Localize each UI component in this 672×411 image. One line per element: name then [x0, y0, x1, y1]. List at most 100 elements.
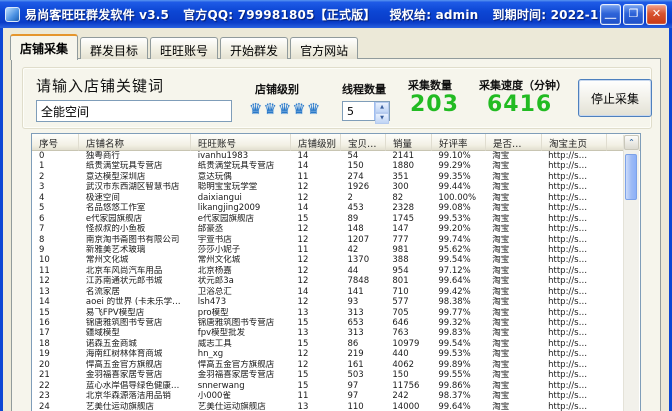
table-row[interactable]: 0 独粤商行 ivanhu1983 14 54 2141 99.10% 淘宝 http://s… — [32, 151, 623, 161]
table-row[interactable]: 3 武汉市东西湖区智慧书店 聪明宝宝玩学堂 12 1926 300 99.44% 淘宝 http… — [32, 182, 623, 192]
tab-page-shop-collect: 请输入店铺关键词 店铺级别 ♛♛♛♛♛ 线程数量 5 ▲ ▼ 采集数量 203 … — [11, 58, 661, 411]
table-cell: 98.38% — [438, 297, 471, 308]
table-row[interactable]: 20 悍高五金官方旗舰店 悍高五金官方旗舰店 12 161 4062 99.89% 淘宝 htt… — [32, 360, 623, 370]
tab-start-sending[interactable]: 开始群发 — [220, 37, 289, 59]
table-cell: http://s… — [548, 286, 588, 297]
table-cell: 54 — [347, 151, 359, 161]
stop-collect-button[interactable]: 停止采集 — [578, 79, 652, 117]
column-header[interactable]: 序号 — [32, 134, 79, 151]
column-header[interactable]: 好评率 — [432, 134, 486, 151]
table-row[interactable]: 13 名流家居 卫浴总汇 14 141 710 99.42% 淘宝 http://s… — [32, 287, 623, 297]
table-cell: 95.62% — [438, 244, 471, 255]
table-cell: 淘宝 — [492, 401, 510, 411]
tab-official-site[interactable]: 官方网站 — [290, 37, 359, 59]
table-cell: 意达玩偶 — [197, 171, 232, 182]
table-cell: 3 — [39, 182, 45, 193]
scroll-track[interactable] — [624, 150, 639, 411]
shop-level-label: 店铺级别 — [255, 83, 299, 96]
scroll-thumb[interactable] — [625, 154, 637, 200]
table-cell: 44 — [347, 265, 359, 276]
scroll-up-icon[interactable]: ⌃ — [624, 135, 639, 150]
table-cell: 淘宝 — [492, 213, 510, 224]
table-row[interactable]: 1 纸贵满堂玩具专营店 纸贵满堂玩具专营店 14 150 1880 99.29% 淘宝 http… — [32, 161, 623, 171]
tab-send-targets[interactable]: 群发目标 — [80, 37, 149, 59]
maximize-button[interactable]: ❐ — [623, 3, 644, 25]
table-row[interactable]: 14 aoei 的世界 (卡未乐学… lsh473 12 93 577 98.38% 淘宝 ht… — [32, 297, 623, 307]
thread-count-value: 5 — [347, 105, 354, 118]
table-row[interactable]: 17 疆域模型 fpv模型批发 13 313 763 99.83% 淘宝 http://s… — [32, 328, 623, 338]
table-row[interactable]: 10 常州文化城 常州文化城 12 1370 388 99.54% 淘宝 http://s… — [32, 255, 623, 265]
table-cell: 淘宝 — [492, 328, 510, 339]
keyword-input[interactable] — [36, 100, 232, 122]
table-cell: 646 — [392, 318, 409, 328]
table-row[interactable]: 19 海南红树林体育商城 hn_xg 12 219 440 99.53% 淘宝 http://s… — [32, 349, 623, 359]
column-header[interactable]: 是否… — [486, 134, 542, 151]
table-cell: http://s… — [548, 244, 588, 255]
keyword-label: 请输入店铺关键词 — [36, 77, 165, 95]
table-cell: 艺美仕运动旗舰店 — [197, 401, 266, 411]
table-row[interactable]: 4 极速空间 daixiangui 12 2 82 100.00% 淘宝 http://s… — [32, 193, 623, 203]
table-row[interactable]: 21 金羽福喜家居专营店 金羽福喜家居专营店 15 503 150 99.55% 淘宝 http… — [32, 370, 623, 380]
table-row[interactable]: 15 易飞FPV模型店 pro模型 13 313 705 99.77% 淘宝 http://s… — [32, 308, 623, 318]
table-body: 0 独粤商行 ivanhu1983 14 54 2141 99.10% 淘宝 http://s…… — [32, 151, 623, 411]
table-row[interactable]: 16 锦唐雅筑图书专营店 锦唐雅筑图书专营店 15 653 646 99.32% 淘宝 http… — [32, 318, 623, 328]
table-row[interactable]: 22 蓝心水岸倡导绿色健康… snnerwang 15 97 11756 99.86% 淘宝 h… — [32, 381, 623, 391]
table-cell: daixiangui — [197, 192, 242, 203]
table-row[interactable]: 8 南京淘书斋图书有限公司 宇萱书店 12 1207 777 99.74% 淘宝 http://… — [32, 235, 623, 245]
column-header[interactable]: 销量 — [386, 134, 432, 151]
stepper-down-icon[interactable]: ▼ — [375, 113, 389, 124]
table-cell: 763 — [392, 328, 409, 339]
table-cell: 440 — [392, 349, 409, 360]
table-cell: 0 — [39, 151, 45, 161]
table-row[interactable]: 18 诺森五金商城 威志工具 15 86 10979 99.54% 淘宝 http://s… — [32, 339, 623, 349]
column-header[interactable]: 店铺名称 — [79, 134, 191, 151]
column-header[interactable]: 旺旺账号 — [191, 134, 291, 151]
table-cell: e代家园旗舰店 — [85, 213, 143, 224]
table-cell: 100.00% — [438, 192, 477, 203]
table-cell: 宇萱书店 — [197, 234, 232, 245]
table-cell: 淘宝 — [492, 265, 510, 276]
column-header[interactable]: 淘宝主页 — [542, 134, 607, 151]
table-cell: 淘宝 — [492, 203, 510, 214]
table-cell: 淘宝 — [492, 244, 510, 255]
table-cell: 20 — [39, 359, 50, 370]
table-cell: 武汉市东西湖区智慧书店 — [85, 182, 180, 193]
table-row[interactable]: 2 意达模型深圳店 意达玩偶 11 274 351 99.35% 淘宝 http://s… — [32, 172, 623, 182]
table-row[interactable]: 5 名品悠悠工作室 likangjing2009 14 453 2328 99.08% 淘宝 h… — [32, 203, 623, 213]
table-row[interactable]: 23 北京华森源落洁用品销 小000雀 11 97 242 98.37% 淘宝 http://s… — [32, 391, 623, 401]
table-cell: 纸贵满堂玩具专营店 — [85, 161, 163, 172]
collected-count-value: 203 — [410, 92, 459, 117]
tab-shop-collect[interactable]: 店铺采集 — [10, 34, 79, 60]
column-header[interactable]: 店铺级别 — [291, 134, 341, 151]
tab-wangwang-accounts[interactable]: 旺旺账号 — [150, 37, 219, 59]
table-scrollbar[interactable]: ⌃ ⌄ — [623, 135, 639, 411]
table-cell: 金羽福喜家居专营店 — [85, 370, 163, 381]
table-row[interactable]: 24 艺美仕运动旗舰店 艺美仕运动旗舰店 13 110 14000 99.64% 淘宝 http… — [32, 402, 623, 411]
table-cell: http://s… — [548, 182, 588, 193]
table-cell: 15 — [297, 338, 309, 349]
table-row[interactable]: 6 e代家园旗舰店 e代家园旗舰店 15 89 1745 99.53% 淘宝 http://s… — [32, 214, 623, 224]
table-cell: http://s… — [548, 401, 588, 411]
table-cell: 99.53% — [438, 213, 471, 224]
table-cell: 12 — [297, 255, 309, 266]
thread-count-stepper[interactable]: 5 ▲ ▼ — [342, 101, 390, 124]
stepper-up-icon[interactable]: ▲ — [375, 102, 389, 113]
table-cell: 1 — [39, 161, 45, 172]
collected-count-label: 采集数量 — [408, 79, 452, 92]
table-cell: http://s… — [548, 151, 588, 161]
close-button[interactable]: ✕ — [646, 3, 667, 25]
table-row[interactable]: 7 怪叔叔的小鱼板 邰豪丞 12 148 147 99.20% 淘宝 http://s… — [32, 224, 623, 234]
table-row[interactable]: 11 北京车风尚汽车用品 北京杨嘉 12 44 954 97.12% 淘宝 http://s… — [32, 266, 623, 276]
table-cell: 淘宝 — [492, 338, 510, 349]
table-cell: 110 — [347, 401, 364, 411]
table-cell: 极速空间 — [85, 192, 120, 203]
column-header[interactable]: 宝贝… — [341, 134, 386, 151]
table-row[interactable]: 12 江苏南通状元郎书城 状元郎3a 12 7848 801 99.64% 淘宝 http://… — [32, 276, 623, 286]
minimize-button[interactable]: ＿ — [600, 3, 621, 25]
table-cell: 99.20% — [438, 224, 471, 235]
table-cell: 13 — [39, 286, 50, 297]
table-cell: 淘宝 — [492, 151, 510, 161]
table-cell: 莎莎小妮子 — [197, 244, 241, 255]
table-cell: 1207 — [347, 234, 370, 245]
table-row[interactable]: 9 新雅美艺术玻璃 莎莎小妮子 11 42 981 95.62% 淘宝 http://s… — [32, 245, 623, 255]
